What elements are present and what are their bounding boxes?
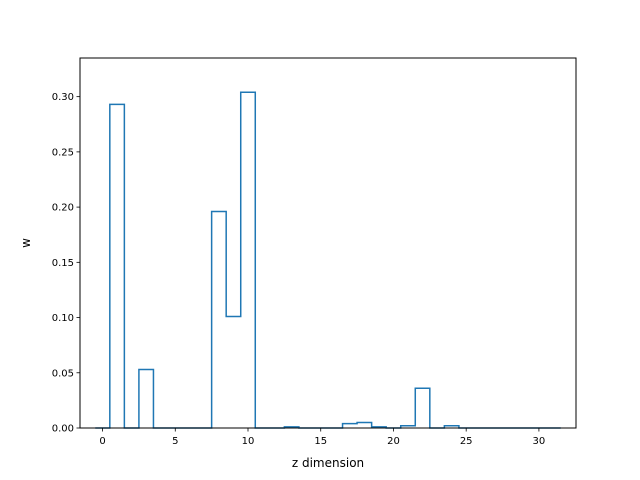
y-tick-label-4: 0.20 xyxy=(52,203,74,214)
y-tick-label-5: 0.25 xyxy=(52,147,74,158)
y-axis-label: w xyxy=(19,238,33,248)
bin-17 xyxy=(343,424,358,428)
bin-3 xyxy=(139,369,154,428)
x-tick-label-15: 15 xyxy=(314,436,327,447)
bin-18 xyxy=(357,422,372,428)
bin-22 xyxy=(415,388,430,428)
x-tick-label-5: 5 xyxy=(172,436,178,447)
x-axis: 0 5 10 15 20 25 30 xyxy=(99,428,545,447)
y-tick-label-0: 0.00 xyxy=(52,424,74,435)
bin-10 xyxy=(241,92,256,428)
x-tick-label-30: 30 xyxy=(533,436,546,447)
y-axis: 0.00 0.05 0.10 0.15 0.20 0.25 0.30 xyxy=(52,92,80,435)
x-tick-label-10: 10 xyxy=(242,436,255,447)
bin-1 xyxy=(110,104,125,428)
y-tick-label-1: 0.05 xyxy=(52,368,74,379)
x-axis-label: z dimension xyxy=(292,456,364,470)
bin-8 xyxy=(212,212,227,428)
x-tick-label-25: 25 xyxy=(460,436,473,447)
y-tick-label-3: 0.15 xyxy=(52,258,74,269)
y-tick-label-2: 0.10 xyxy=(52,313,74,324)
x-tick-label-0: 0 xyxy=(99,436,105,447)
axes-frame xyxy=(79,57,577,429)
x-tick-label-20: 20 xyxy=(387,436,400,447)
bin-9 xyxy=(226,316,241,428)
y-tick-label-6: 0.30 xyxy=(52,92,74,103)
